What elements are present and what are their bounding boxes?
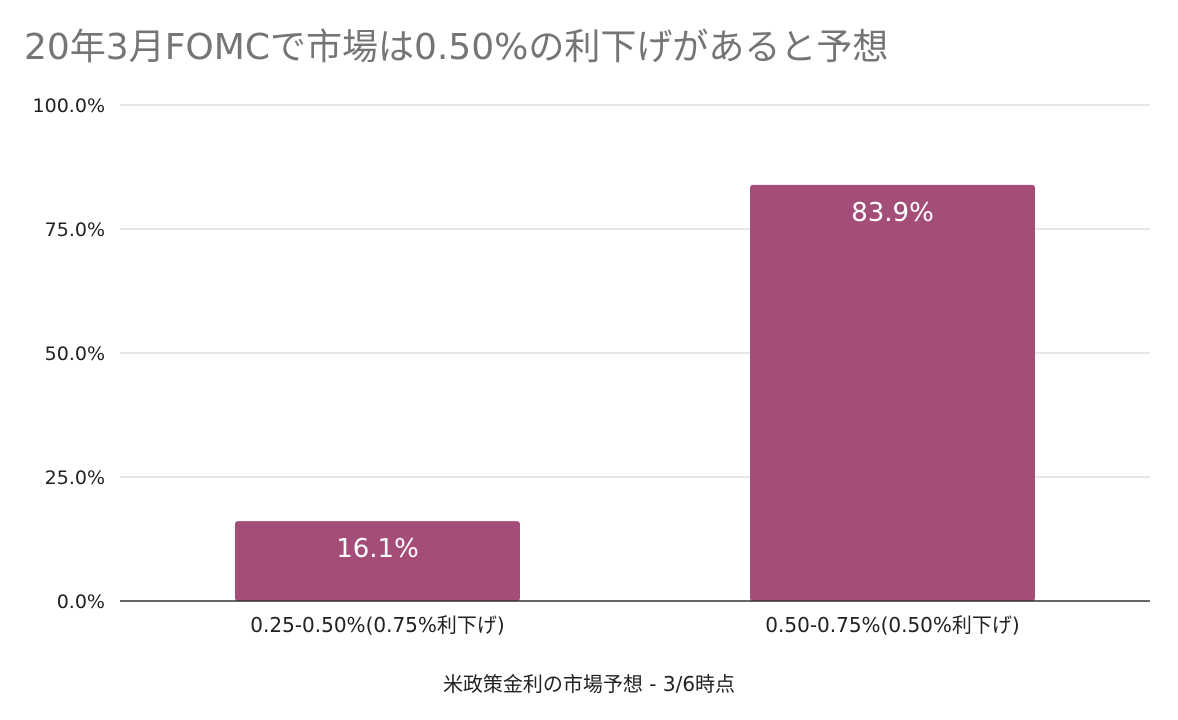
x-axis-title: 米政策金利の市場予想 - 3/6時点 [442,672,736,696]
y-tick-label: 100.0% [33,95,105,117]
data-label: 83.9% [851,198,934,228]
x-tick-label: 0.50-0.75%(0.50%利下げ) [765,613,1019,637]
chart-title: 20年3月FOMCで市場は0.50%の利下げがあると予想 [24,27,889,68]
y-tick-label: 0.0% [57,591,105,613]
data-label: 16.1% [336,534,419,564]
bar [750,184,1035,601]
bar [235,521,520,601]
y-tick-label: 25.0% [45,467,105,489]
y-tick-label: 75.0% [45,219,105,241]
x-tick-label: 0.25-0.50%(0.75%利下げ) [250,613,504,637]
y-tick-label: 50.0% [45,343,105,365]
